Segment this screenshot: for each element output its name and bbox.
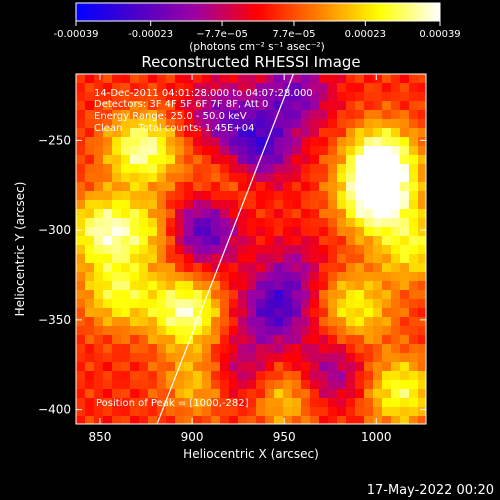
- x-axis-ticks: 850 900 950 1000: [88, 74, 392, 444]
- colorbar: [75, 2, 441, 22]
- plot-frame: [75, 73, 427, 425]
- x-tick-label: 900: [181, 430, 204, 444]
- solar-limb-line: [156, 74, 294, 424]
- colorbar-tick-label: −7.7e−05: [196, 29, 248, 40]
- annotation-detectors: Detectors: 3F 4F 5F 6F 7F 8F, Att 0: [94, 99, 268, 110]
- colorbar-ticks: -0.00039 -0.00023 −7.7e−05 7.7e−05 0.00023 0.…: [54, 21, 461, 40]
- annotation-time-range: 14-Dec-2011 04:01:28.000 to 04:07:28.000: [94, 88, 313, 99]
- y-tick-label: −350: [38, 313, 71, 327]
- annotation-peak-position: Position of Peak = [1000,-282]: [96, 398, 249, 409]
- y-tick-label: −400: [38, 403, 71, 417]
- x-tick-label: 950: [273, 430, 296, 444]
- colorbar-tick-label: 7.7e−05: [272, 29, 315, 40]
- heatmap-image: [76, 74, 426, 424]
- x-tick-label: 1000: [361, 430, 392, 444]
- chart-title: Reconstructed RHESSI Image: [141, 53, 360, 71]
- colorbar-tick-label: -0.00023: [128, 29, 173, 40]
- y-axis-ticks: −250 −300 −350 −400: [38, 133, 426, 417]
- x-axis-label: Heliocentric X (arcsec): [183, 447, 319, 461]
- footer-timestamp: 17-May-2022 00:20: [367, 483, 494, 498]
- x-tick-label: 850: [88, 430, 111, 444]
- annotation-clean-counts: Clean Total counts: 1.45E+04: [94, 123, 254, 134]
- colorbar-tick-label: -0.00039: [54, 29, 99, 40]
- colorbar-tick-label: 0.00023: [345, 29, 386, 40]
- y-tick-label: −300: [38, 223, 71, 237]
- y-tick-label: −250: [38, 133, 71, 147]
- annotation-energy-range: Energy Range: 25.0 - 50.0 keV: [94, 111, 247, 122]
- y-axis-label: Heliocentric Y (arcsec): [13, 182, 27, 317]
- colorbar-tick-label: 0.00039: [419, 29, 460, 40]
- colorbar-unit-label: (photons cm⁻² s⁻¹ asec⁻²): [189, 41, 324, 53]
